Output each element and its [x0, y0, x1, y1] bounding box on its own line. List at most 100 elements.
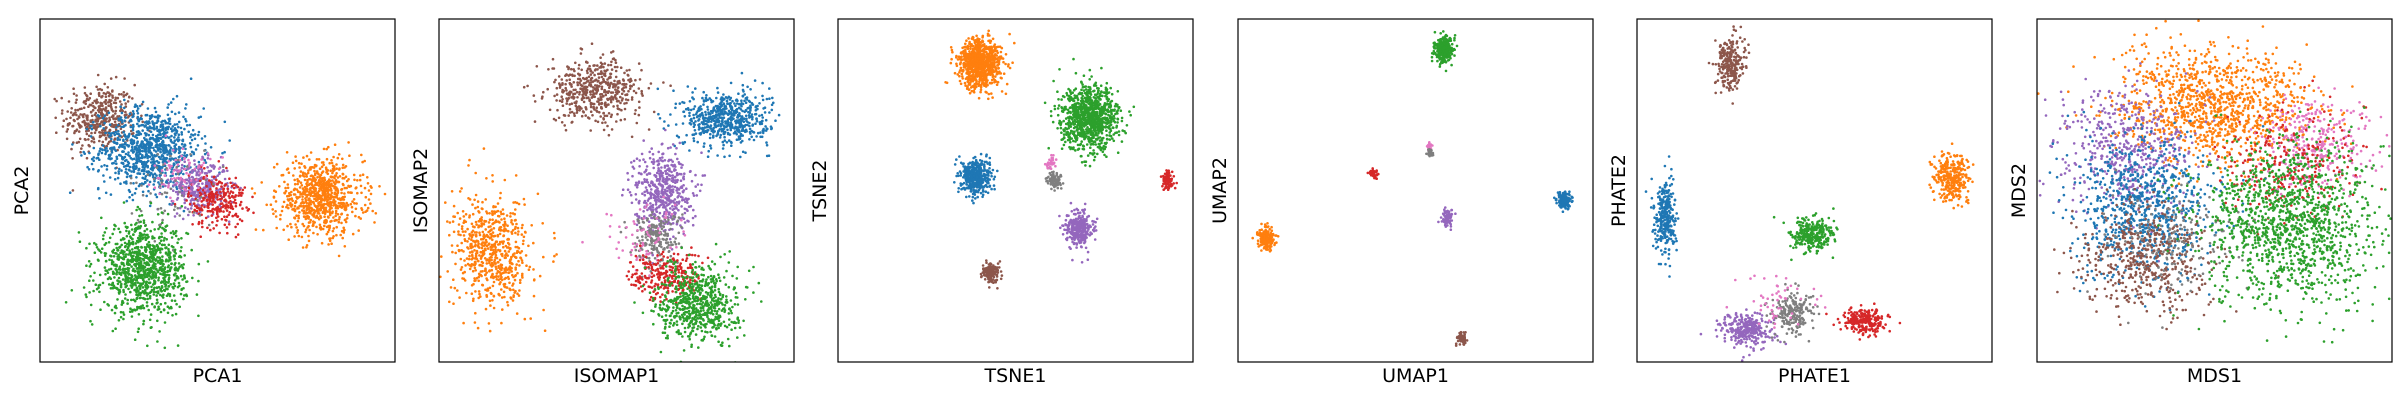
data-point — [232, 201, 236, 204]
data-point — [702, 145, 706, 148]
data-point — [139, 291, 143, 295]
data-point — [323, 182, 327, 186]
data-point — [151, 133, 155, 137]
data-point — [140, 306, 143, 310]
data-point — [630, 135, 634, 139]
data-point — [93, 113, 97, 117]
data-point — [688, 111, 691, 115]
data-point — [121, 250, 124, 254]
data-point — [333, 143, 337, 146]
data-point — [116, 136, 120, 140]
data-point — [155, 174, 158, 177]
data-point — [191, 128, 195, 132]
data-point — [130, 223, 133, 227]
data-point — [183, 167, 187, 171]
data-point — [562, 113, 566, 117]
data-point — [180, 133, 184, 136]
data-point — [194, 204, 197, 208]
data-point — [586, 116, 590, 119]
data-point — [179, 274, 183, 278]
data-point — [148, 204, 152, 208]
data-point — [128, 244, 131, 247]
data-point — [322, 163, 326, 167]
data-point — [554, 118, 558, 122]
data-point — [211, 211, 215, 214]
data-point — [587, 75, 591, 79]
data-point — [128, 190, 132, 194]
data-point — [143, 265, 147, 269]
data-point — [134, 187, 138, 191]
data-point — [208, 179, 211, 182]
data-point — [692, 137, 695, 140]
data-point — [725, 112, 729, 115]
data-point — [216, 215, 220, 218]
data-point — [173, 132, 177, 135]
data-point — [103, 82, 106, 86]
data-point — [610, 51, 613, 54]
data-point — [305, 154, 309, 158]
data-point — [179, 292, 183, 296]
data-point — [129, 181, 133, 185]
data-point — [293, 178, 297, 182]
data-point — [104, 241, 108, 245]
data-point — [331, 201, 334, 204]
data-point — [343, 245, 347, 248]
data-point — [172, 149, 175, 152]
data-point — [126, 266, 129, 270]
data-point — [717, 124, 720, 127]
data-point — [124, 168, 128, 171]
data-point — [132, 254, 135, 258]
data-point — [146, 245, 149, 248]
data-point — [302, 215, 306, 218]
data-point — [320, 161, 324, 164]
data-point — [221, 156, 224, 159]
data-point — [203, 191, 206, 195]
data-point — [328, 237, 331, 240]
data-point — [603, 114, 607, 118]
data-point — [295, 214, 298, 217]
data-point — [316, 191, 320, 195]
data-point — [172, 189, 175, 192]
data-point — [647, 86, 651, 90]
data-point — [203, 158, 207, 162]
data-point — [699, 131, 703, 135]
data-point — [637, 62, 641, 65]
data-point — [169, 187, 173, 191]
data-point — [100, 165, 103, 168]
data-point — [709, 127, 712, 130]
data-point — [101, 281, 105, 285]
data-point — [140, 214, 144, 217]
data-point — [227, 223, 231, 226]
data-point — [84, 102, 87, 105]
data-point — [203, 152, 207, 156]
data-point — [85, 295, 88, 299]
data-point — [551, 57, 555, 61]
data-point — [313, 169, 316, 173]
data-point — [625, 101, 628, 105]
data-point — [170, 236, 174, 239]
data-point — [701, 117, 705, 120]
data-point — [197, 186, 200, 190]
data-point — [151, 120, 154, 123]
data-point — [598, 66, 601, 69]
data-point — [181, 138, 185, 142]
data-point — [220, 217, 224, 221]
data-point — [74, 101, 78, 104]
data-point — [714, 115, 718, 119]
data-point — [592, 64, 595, 67]
data-point — [356, 179, 359, 182]
data-point — [736, 119, 739, 123]
data-point — [313, 211, 316, 215]
data-point — [164, 246, 168, 250]
data-point — [71, 143, 74, 146]
data-point — [167, 247, 170, 251]
data-point — [107, 241, 111, 244]
data-point — [152, 183, 155, 186]
data-point — [272, 196, 276, 199]
data-point — [191, 276, 194, 280]
data-point — [758, 121, 762, 124]
data-point — [142, 221, 146, 225]
data-point — [619, 118, 623, 122]
data-point — [614, 69, 618, 73]
data-point — [181, 217, 185, 221]
